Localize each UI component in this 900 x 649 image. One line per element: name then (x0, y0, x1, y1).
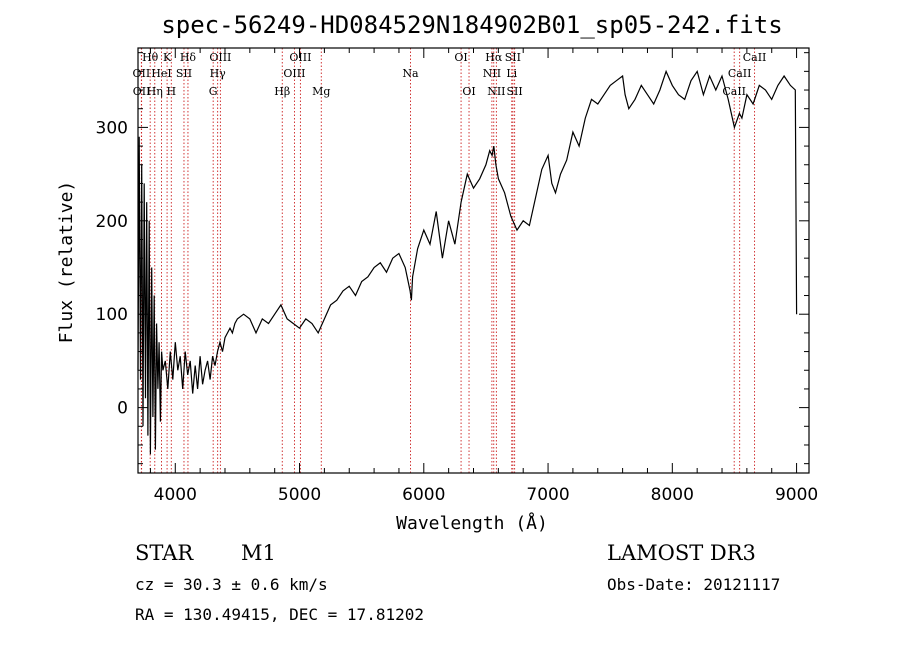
spectrum-line (137, 69, 798, 455)
chart-title: spec-56249-HD084529N184902B01_sp05-242.f… (161, 11, 782, 39)
ra-dec: RA = 130.49415, DEC = 17.81202 (135, 605, 424, 624)
line-label-11: G (209, 85, 218, 98)
line-label-24: SII (507, 85, 523, 98)
line-label-9: OIII (209, 51, 231, 64)
y-tick-label-2: 200 (96, 212, 128, 232)
y-tick-label-0: 0 (117, 399, 128, 419)
line-label-4: HeI (151, 67, 171, 80)
line-label-20: SII (505, 51, 521, 64)
line-label-15: Mg (312, 85, 330, 98)
line-label-26: CaII (728, 67, 752, 80)
x-tick-label-2: 6000 (402, 485, 445, 505)
observation-date: Obs-Date: 20121117 (607, 575, 780, 594)
x-tick-label-0: 4000 (154, 485, 197, 505)
line-label-23: NII (487, 85, 505, 98)
axis-tick-labels: 4000 5000 6000 7000 8000 9000 0 100 200 300 (96, 118, 819, 505)
line-label-22: Li (506, 67, 517, 80)
line-label-6: H (167, 85, 177, 98)
x-axis-label: Wavelength (Å) (396, 512, 548, 534)
line-label-7: Hδ (180, 51, 197, 64)
line-label-12: Hβ (274, 85, 290, 98)
line-label-27: CaII (722, 85, 746, 98)
line-label-21: NII (483, 67, 501, 80)
spectral-line-markers (140, 48, 756, 473)
line-label-17: OI (454, 51, 467, 64)
line-label-5: Hη (147, 85, 163, 98)
object-subclass: M1 (241, 541, 276, 565)
line-label-0: Hθ (142, 51, 159, 64)
redshift-cz: cz = 30.3 ± 0.6 km/s (135, 575, 328, 594)
line-label-14: OIII (283, 67, 305, 80)
line-label-3: K (163, 51, 172, 64)
x-tick-label-1: 5000 (278, 485, 321, 505)
line-label-18: OI (462, 85, 475, 98)
line-label-19: Hα (485, 51, 503, 64)
line-label-1: OII (132, 67, 150, 80)
line-label-10: Hγ (210, 67, 227, 80)
survey-name: LAMOST DR3 (607, 541, 756, 565)
line-label-8: SII (176, 67, 192, 80)
object-class: STAR (135, 541, 194, 565)
x-tick-label-3: 7000 (526, 485, 569, 505)
y-tick-label-1: 100 (96, 305, 128, 325)
axis-ticks (138, 48, 809, 473)
y-tick-label-3: 300 (96, 118, 128, 138)
line-label-16: Na (402, 67, 419, 80)
plot-frame (137, 47, 810, 474)
y-axis-label: Flux (relative) (56, 181, 77, 344)
line-label-13: OIII (289, 51, 311, 64)
x-tick-label-5: 9000 (775, 485, 818, 505)
line-label-25: CaII (743, 51, 767, 64)
spectral-line-labels: Hθ OII OII K HeI Hη H Hδ SII OIII Hγ G Hβ OIII OIII Mg N… (132, 51, 766, 98)
line-label-2: OII (133, 85, 151, 98)
x-tick-label-4: 8000 (651, 485, 694, 505)
